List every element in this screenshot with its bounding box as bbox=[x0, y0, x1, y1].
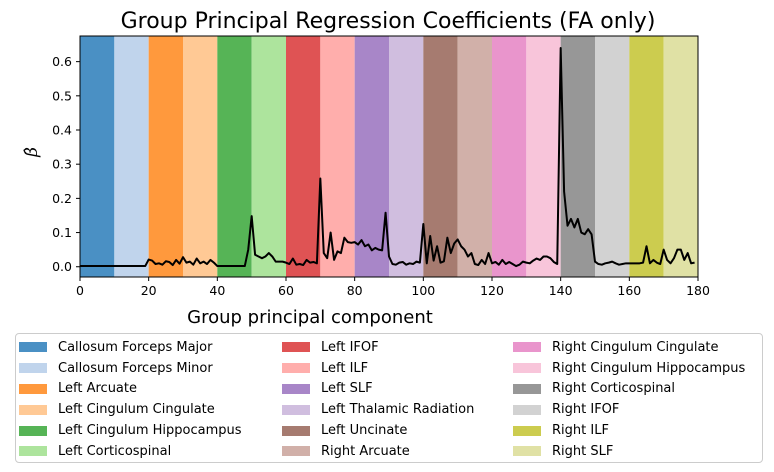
legend-swatch bbox=[19, 425, 47, 436]
x-tick-label-4: 80 bbox=[347, 283, 363, 298]
y-tick-label-1: 0.1 bbox=[52, 225, 72, 240]
legend-swatch bbox=[19, 383, 47, 394]
legend-item: Left Cingulum Cingulate bbox=[19, 399, 282, 420]
legend-swatch bbox=[513, 383, 541, 394]
legend-label: Callosum Forceps Minor bbox=[58, 360, 213, 376]
legend-label: Left Thalamic Radiation bbox=[321, 402, 475, 418]
legend-label: Left IFOF bbox=[321, 339, 379, 355]
x-tick-label-1: 20 bbox=[141, 283, 157, 298]
legend-swatch bbox=[513, 363, 541, 374]
band-0 bbox=[80, 36, 115, 277]
band-15 bbox=[595, 36, 630, 277]
band-12 bbox=[492, 36, 527, 277]
axis-ticks: 0 20 40 60 80 100 120 140 160 180 0.0 0.1 0.2 0.3 0.4 0… bbox=[52, 54, 710, 298]
band-14 bbox=[560, 36, 595, 277]
y-tick-label-2: 0.2 bbox=[52, 191, 72, 206]
legend-item: Left Thalamic Radiation bbox=[282, 399, 513, 420]
y-tick-label-6: 0.6 bbox=[52, 54, 72, 69]
x-tick-label-2: 40 bbox=[209, 283, 225, 298]
legend-label: Left Uncinate bbox=[321, 423, 408, 439]
legend-item: Left Corticospinal bbox=[19, 441, 282, 462]
legend-item: Left ILF bbox=[282, 358, 513, 379]
legend-label: Left Corticospinal bbox=[58, 443, 172, 459]
legend-item: Right Corticospinal bbox=[513, 379, 762, 400]
legend-label: Left SLF bbox=[321, 381, 373, 397]
legend-swatch bbox=[513, 425, 541, 436]
legend-item: Right SLF bbox=[513, 441, 762, 462]
band-5 bbox=[251, 36, 286, 277]
band-10 bbox=[423, 36, 458, 277]
legend-item: Right ILF bbox=[513, 420, 762, 441]
legend-swatch bbox=[282, 363, 310, 374]
band-13 bbox=[526, 36, 561, 277]
band-6 bbox=[286, 36, 321, 277]
legend-item: Right Cingulum Hippocampus bbox=[513, 358, 762, 379]
legend-swatch bbox=[282, 446, 310, 457]
band-9 bbox=[389, 36, 424, 277]
y-tick-label-3: 0.3 bbox=[52, 157, 72, 172]
legend-label: Right ILF bbox=[552, 423, 609, 439]
legend-item: Right Cingulum Cingulate bbox=[513, 337, 762, 358]
coefficient-line bbox=[80, 46, 695, 268]
legend-item: Left IFOF bbox=[282, 337, 513, 358]
legend-swatch bbox=[282, 383, 310, 394]
legend: Callosum Forceps Major Callosum Forceps M… bbox=[15, 333, 763, 463]
legend-swatch bbox=[19, 363, 47, 374]
x-tick-label-3: 60 bbox=[278, 283, 294, 298]
legend-swatch bbox=[513, 446, 541, 457]
x-tick-label-8: 160 bbox=[617, 283, 641, 298]
chart-title: Group Principal Regression Coefficients … bbox=[121, 9, 656, 34]
band-3 bbox=[183, 36, 218, 277]
legend-item: Left Uncinate bbox=[282, 420, 513, 441]
legend-swatch bbox=[513, 342, 541, 353]
band-11 bbox=[457, 36, 492, 277]
legend-label: Right SLF bbox=[552, 443, 614, 459]
legend-item: Callosum Forceps Minor bbox=[19, 358, 282, 379]
x-tick-label-6: 120 bbox=[480, 283, 504, 298]
band-16 bbox=[629, 36, 664, 277]
tract-bands bbox=[80, 36, 698, 277]
x-axis-label: Group principal component bbox=[187, 307, 433, 328]
legend-label: Left Cingulum Hippocampus bbox=[58, 423, 242, 439]
legend-label: Left Cingulum Cingulate bbox=[58, 402, 215, 418]
legend-item: Left Cingulum Hippocampus bbox=[19, 420, 282, 441]
legend-item: Callosum Forceps Major bbox=[19, 337, 282, 358]
legend-item: Left Arcuate bbox=[19, 379, 282, 400]
legend-label: Right Cingulum Cingulate bbox=[552, 339, 719, 355]
legend-swatch bbox=[282, 342, 310, 353]
x-tick-label-0: 0 bbox=[76, 283, 84, 298]
legend-item: Left SLF bbox=[282, 379, 513, 400]
legend-swatch bbox=[282, 404, 310, 415]
x-tick-label-5: 100 bbox=[411, 283, 435, 298]
legend-label: Right IFOF bbox=[552, 402, 620, 418]
plot-frame bbox=[79, 35, 699, 278]
legend-swatch bbox=[282, 425, 310, 436]
x-tick-label-9: 180 bbox=[686, 283, 710, 298]
legend-label: Left ILF bbox=[321, 360, 369, 376]
legend-swatch bbox=[19, 404, 47, 415]
legend-label: Right Corticospinal bbox=[552, 381, 676, 397]
legend-item: Right IFOF bbox=[513, 399, 762, 420]
band-17 bbox=[663, 36, 698, 277]
legend-item: Right Arcuate bbox=[282, 441, 513, 462]
legend-label: Callosum Forceps Major bbox=[58, 339, 213, 355]
legend-swatch bbox=[513, 404, 541, 415]
band-7 bbox=[320, 36, 355, 277]
y-tick-label-4: 0.4 bbox=[52, 123, 72, 138]
band-2 bbox=[148, 36, 183, 277]
x-tick-label-7: 140 bbox=[549, 283, 573, 298]
legend-label: Right Arcuate bbox=[321, 443, 410, 459]
legend-swatch bbox=[19, 446, 47, 457]
band-1 bbox=[114, 36, 149, 277]
y-tick-label-0: 0.0 bbox=[52, 259, 72, 274]
legend-label: Left Arcuate bbox=[58, 381, 137, 397]
y-axis-label: β̂ bbox=[22, 147, 42, 158]
y-tick-label-5: 0.5 bbox=[52, 88, 72, 103]
legend-swatch bbox=[19, 342, 47, 353]
legend-label: Right Cingulum Hippocampus bbox=[552, 360, 746, 376]
band-4 bbox=[217, 36, 252, 277]
